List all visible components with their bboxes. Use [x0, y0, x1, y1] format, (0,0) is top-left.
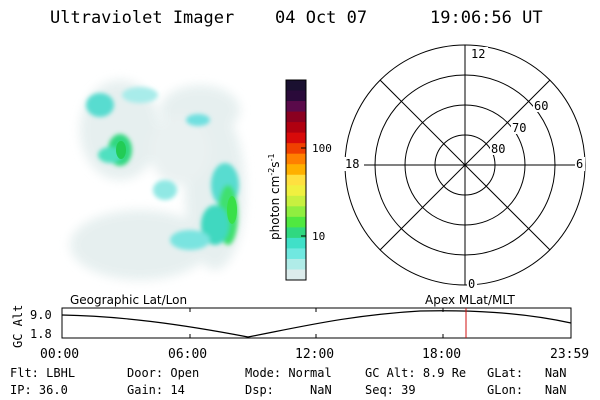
x-tick-2359: 23:59 [550, 347, 589, 362]
colorbar-swatch [286, 269, 306, 281]
timeline-right-title: Apex MLat/MLT [425, 293, 515, 307]
status-seq: Seq: 39 [365, 383, 416, 397]
colorbar-swatch [286, 258, 306, 270]
colorbar-swatches [286, 80, 306, 281]
x-tick-0600: 06:00 [168, 347, 207, 362]
colorbar-swatch [286, 101, 306, 113]
colorbar-swatch [286, 153, 306, 165]
observation-time: 19:06:56 UT [430, 8, 543, 28]
colorbar-swatch [286, 164, 306, 176]
colorbar-swatch [286, 185, 306, 197]
timeline-left-title: Geographic Lat/Lon [70, 293, 187, 307]
colorbar-label: photon cm-2s-1 [267, 153, 282, 240]
status-mode: Mode: Normal [245, 366, 332, 380]
status-dsp: Dsp: NaN [245, 383, 332, 397]
instrument-title: Ultraviolet Imager [50, 8, 235, 28]
colorbar-swatch [286, 80, 306, 92]
status-gain: Gain: 14 [127, 383, 185, 397]
colorbar-swatch [286, 132, 306, 144]
mlt-label-6: 6 [576, 157, 583, 171]
colorbar-swatch [286, 122, 306, 134]
status-glon: GLon: NaN [487, 383, 567, 397]
x-tick-1800: 18:00 [422, 347, 461, 362]
status-ip: IP: 36.0 [10, 383, 68, 397]
timeline-y-label: GC Alt [11, 305, 25, 348]
status-gc-alt: GC Alt: 8.9 Re [365, 366, 467, 380]
colorbar-swatch [286, 227, 306, 239]
mlt-label-0: 0 [468, 277, 475, 291]
colorbar-swatch [286, 143, 306, 155]
mlt-label-18: 18 [345, 157, 359, 171]
status-door: Door: Open [127, 366, 200, 380]
x-tick-1200: 12:00 [295, 347, 334, 362]
orbit-altitude-curve [61, 310, 572, 338]
colorbar-swatch [286, 90, 306, 102]
observation-date: 04 Oct 07 [275, 8, 368, 28]
colorbar-tick-10: 10 [312, 230, 325, 243]
timeline-y-tick-low: 1.8 [30, 327, 52, 341]
timeline-y-tick-high: 9.0 [30, 308, 52, 322]
colorbar-swatch [286, 237, 306, 249]
mlt-label-12: 12 [471, 47, 485, 61]
colorbar-tick-100: 100 [312, 142, 332, 155]
colorbar-swatch [286, 195, 306, 207]
colorbar-swatch [286, 248, 306, 260]
mlat-label-70: 70 [512, 121, 526, 135]
status-glat: GLat: NaN [487, 366, 567, 380]
status-flt: Flt: LBHL [10, 366, 76, 380]
colorbar-swatch [286, 206, 306, 218]
x-tick-0000: 00:00 [40, 347, 79, 362]
colorbar-swatch [286, 111, 306, 123]
colorbar-swatch [286, 216, 306, 228]
mlat-label-60: 60 [534, 99, 548, 113]
colorbar-swatch [286, 174, 306, 186]
mlat-label-80: 80 [491, 142, 505, 156]
